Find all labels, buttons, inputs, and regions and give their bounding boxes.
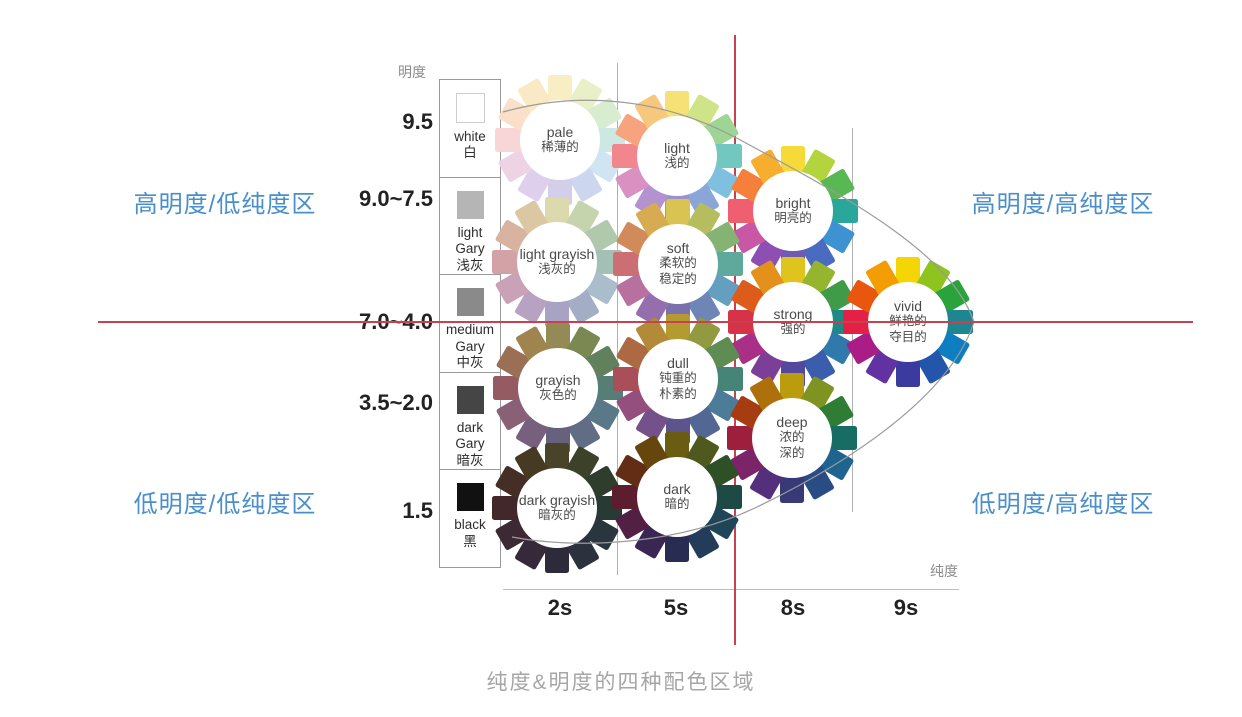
tone-name-soft: soft: [666, 239, 690, 256]
tone-name-zh-vivid-1: 夺目的: [889, 329, 927, 344]
grayscale-swatch-white: [455, 93, 485, 123]
y-tick-9.0~7.5: 9.0~7.5: [358, 186, 433, 211]
tone-name-zh-light-0: 浅的: [664, 156, 690, 170]
tone-name-bright: bright: [775, 194, 811, 211]
tone-name-zh-light-grayish-0: 浅灰的: [538, 262, 576, 276]
grayscale-cell-black: black 黑: [440, 470, 500, 567]
grayscale-label-light-gray: light Gary 浅灰: [455, 224, 485, 273]
x-tick-9s: 9s: [893, 595, 919, 620]
tone-name-zh-dull-1: 朴素的: [659, 386, 697, 401]
tone-wheel-hub-soft: soft 柔软的 稳定的: [638, 224, 718, 304]
grayscale-label-medium-gray: medium Gary 中灰: [445, 322, 494, 371]
y-tick-9.5: 9.5: [402, 109, 433, 134]
tone-name-zh-soft-0: 柔软的: [659, 256, 697, 271]
red-axis-horizontal: [98, 321, 1193, 323]
tone-name-zh-dark-grayish-0: 暗灰的: [538, 508, 576, 522]
tone-name-dull: dull: [667, 354, 689, 371]
tone-name-strong: strong: [773, 305, 813, 322]
tone-wheel-hub-light: light 浅的: [637, 116, 717, 196]
grayscale-value-column: white 白 light Gary 浅灰 medium Gary 中灰 dark Gary 暗灰 b…: [439, 79, 501, 568]
y-tick-1.5: 1.5: [402, 498, 433, 523]
grayscale-swatch-light-gray: [456, 190, 484, 219]
grayscale-swatch-black: [456, 483, 484, 512]
tone-name-pale: pale: [546, 123, 574, 140]
y-axis-label: 明度: [398, 64, 426, 80]
tone-name-zh-deep-1: 深的: [779, 445, 805, 460]
grayscale-label-dark-gray: dark Gary 暗灰: [455, 419, 485, 468]
tone-name-dark-grayish: dark grayish: [518, 491, 596, 508]
tone-name-vivid: vivid: [893, 297, 922, 314]
x-tick-5s: 5s: [663, 595, 689, 620]
tone-name-light-grayish: light grayish: [519, 245, 595, 262]
tone-wheel-hub-dull: dull 钝重的 朴素的: [638, 339, 718, 419]
tone-wheel-hub-pale: pale 稀薄的: [520, 100, 600, 180]
quadrant-label-top-right: 高明度/高纯度区: [971, 191, 1155, 218]
grayscale-swatch-dark-gray: [456, 385, 484, 414]
quadrant-label-top-left: 高明度/低纯度区: [133, 191, 317, 218]
tone-wheel-hub-light-grayish: light grayish 浅灰的: [517, 222, 597, 302]
x-tick-8s: 8s: [780, 595, 806, 620]
quadrant-label-bottom-left: 低明度/低纯度区: [133, 491, 317, 518]
diagram-title: 纯度&明度的四种配色区域: [486, 671, 756, 694]
grayscale-cell-dark-gray: dark Gary 暗灰: [440, 373, 500, 471]
grayscale-swatch-medium-gray: [456, 288, 484, 317]
tone-name-zh-deep-0: 浓的: [779, 430, 805, 445]
x-axis-label: 纯度: [930, 563, 958, 579]
tone-wheel-hub-bright: bright 明亮的: [753, 171, 833, 251]
grayscale-label-white: white 白: [454, 129, 486, 161]
x-axis-line: [503, 589, 959, 590]
quadrant-label-bottom-right: 低明度/高纯度区: [971, 491, 1155, 518]
tone-name-dark: dark: [663, 480, 691, 497]
grayscale-cell-medium-gray: medium Gary 中灰: [440, 275, 500, 373]
x-tick-2s: 2s: [547, 595, 573, 620]
tone-wheel-hub-dark-grayish: dark grayish 暗灰的: [517, 468, 597, 548]
tone-name-deep: deep: [776, 413, 808, 430]
tone-name-zh-grayish-0: 灰色的: [539, 388, 577, 402]
tone-name-zh-pale-0: 稀薄的: [541, 140, 579, 154]
grayscale-cell-light-gray: light Gary 浅灰: [440, 178, 500, 276]
y-tick-3.5~2.0: 3.5~2.0: [358, 390, 433, 415]
tone-name-zh-strong-0: 强的: [780, 322, 806, 336]
grayscale-label-black: black 黑: [454, 517, 486, 549]
tone-wheel-hub-dark: dark 暗的: [637, 457, 717, 537]
tone-name-light: light: [664, 139, 690, 156]
tone-name-zh-dull-0: 钝重的: [659, 371, 697, 386]
tone-name-zh-bright-0: 明亮的: [774, 211, 812, 225]
tone-name-grayish: grayish: [535, 371, 581, 388]
tone-name-zh-soft-1: 稳定的: [659, 271, 697, 286]
tone-name-zh-dark-0: 暗的: [664, 497, 690, 511]
tone-wheel-hub-deep: deep 浓的 深的: [752, 398, 832, 478]
tone-wheel-hub-grayish: grayish 灰色的: [518, 348, 598, 428]
grayscale-cell-white: white 白: [440, 80, 500, 178]
